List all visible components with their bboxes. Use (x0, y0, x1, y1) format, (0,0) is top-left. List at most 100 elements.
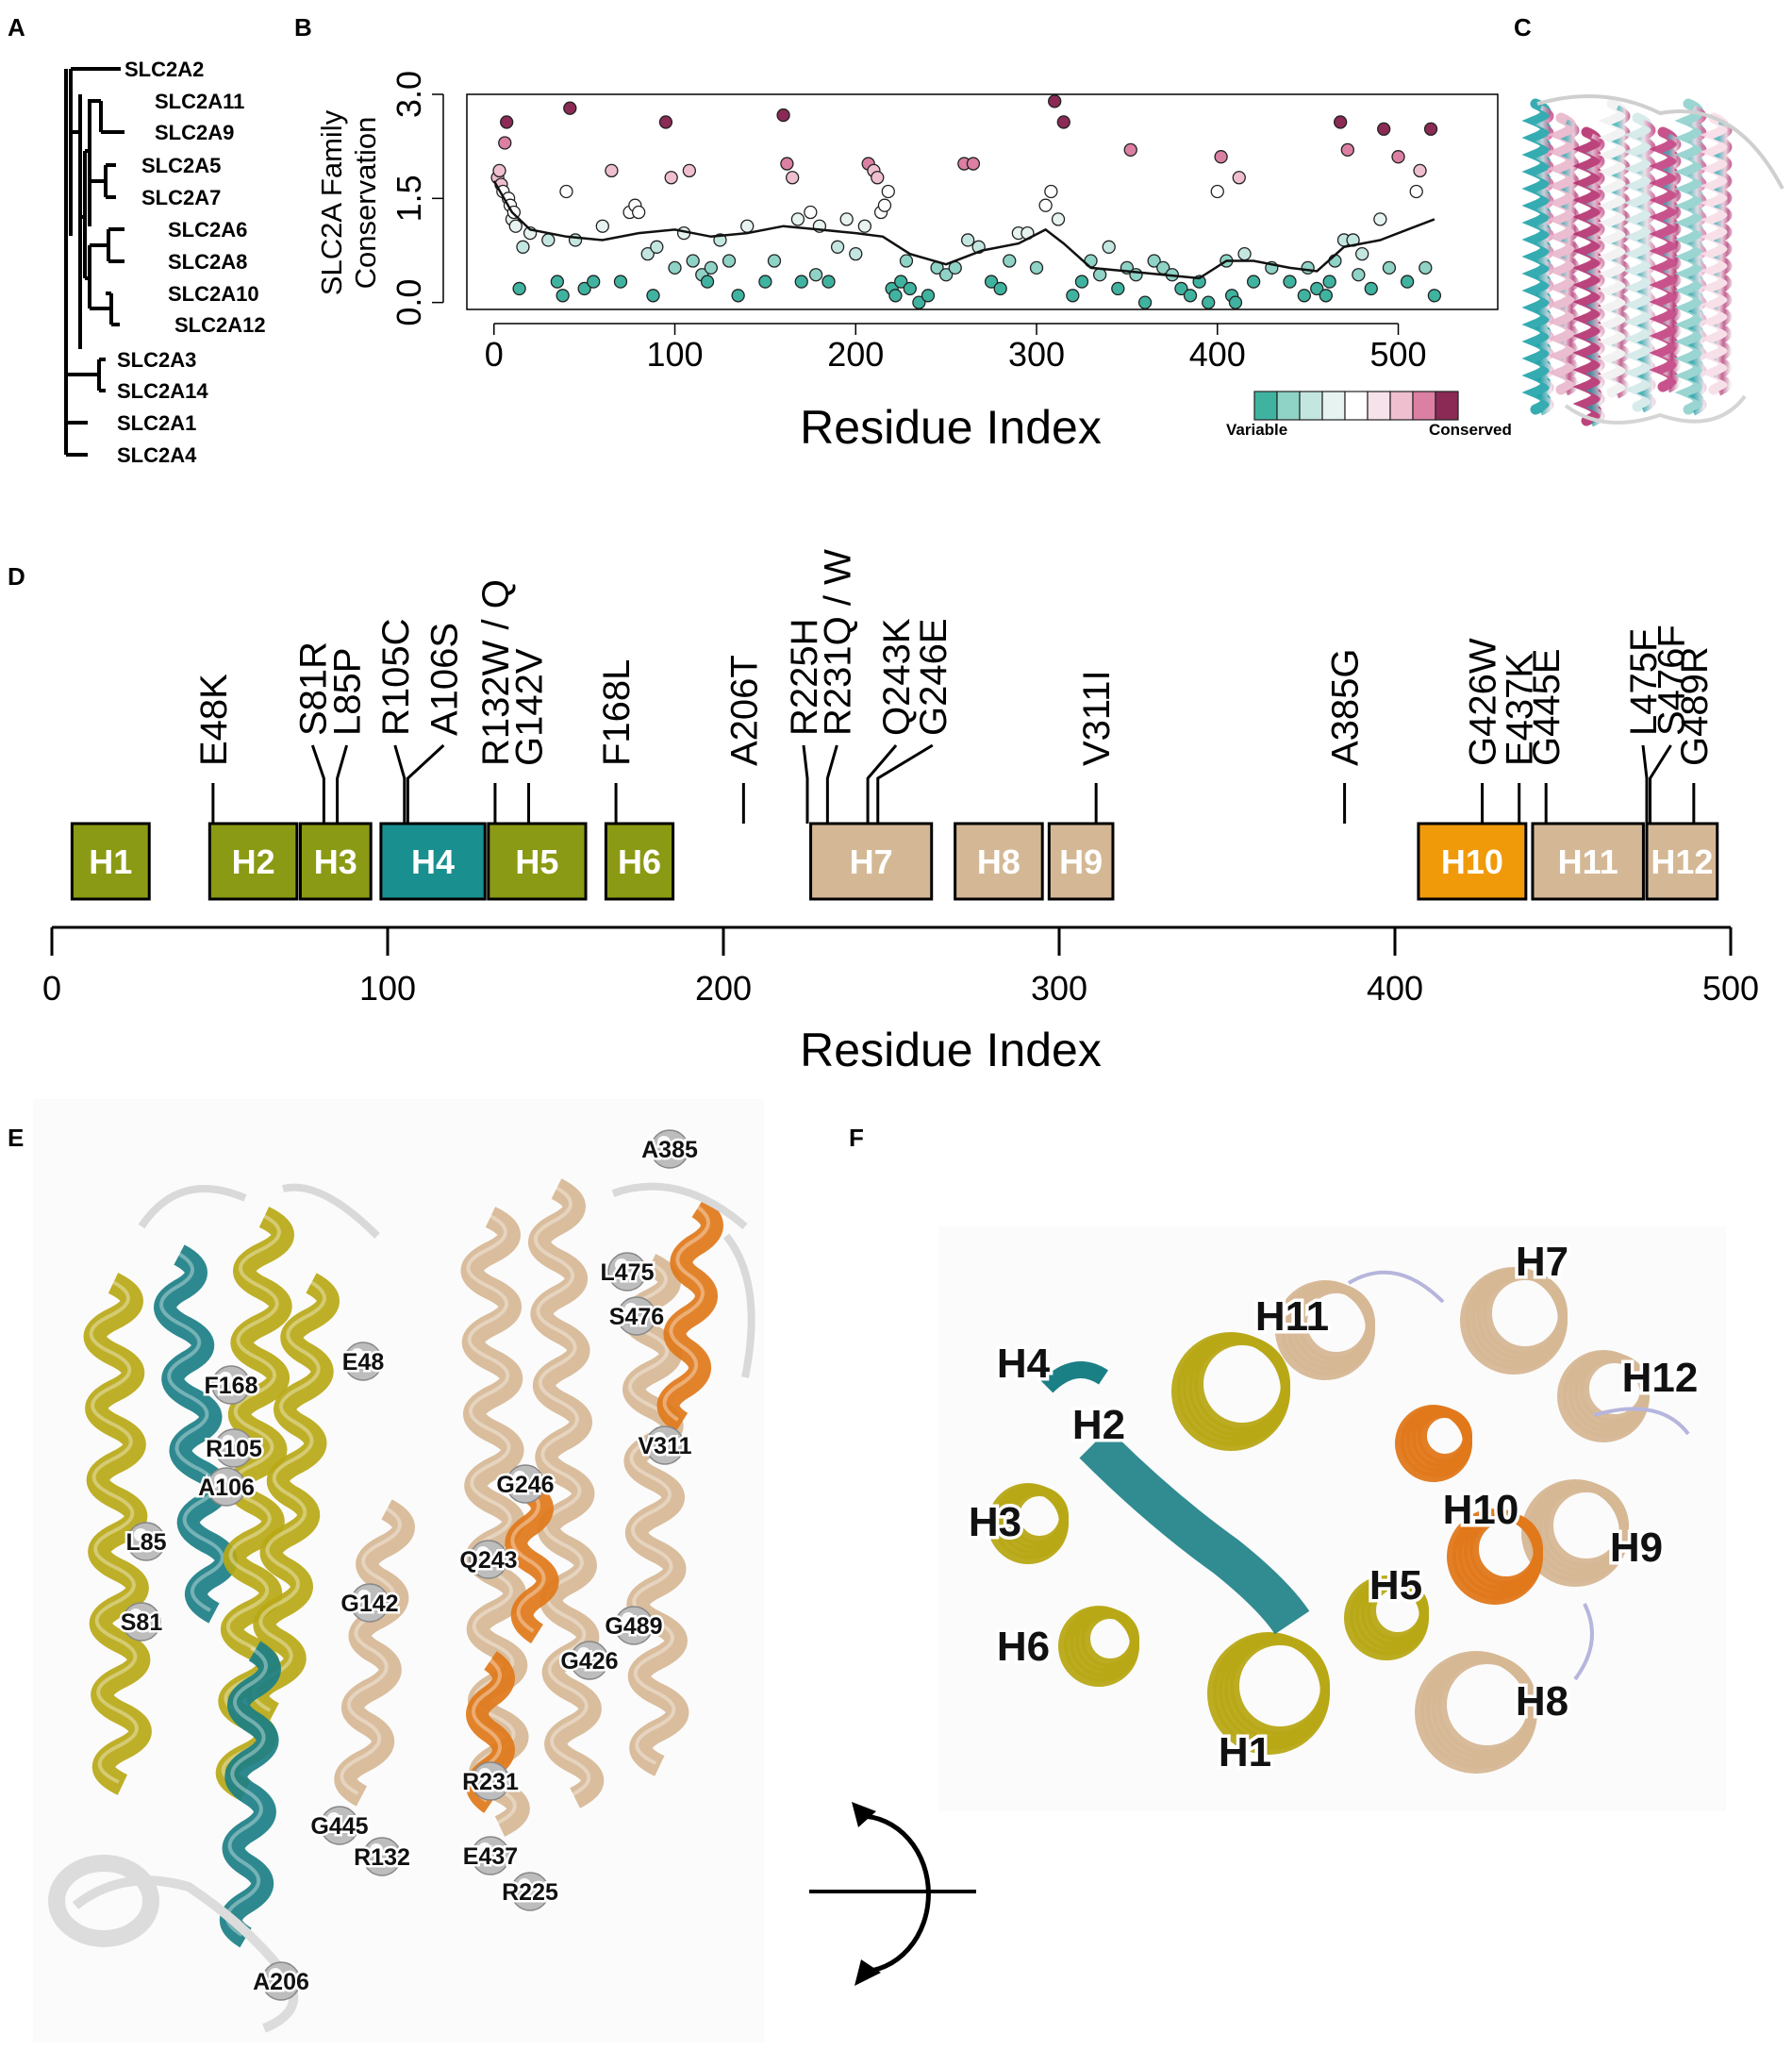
data-point (938, 268, 954, 282)
helix-box-h2 (207, 822, 299, 901)
top-view-structure: H7 H11 H4 H12 H2 H10 H3 H9 H5 H6 H8 H1 (938, 1226, 1726, 1811)
mutation-tick (1649, 744, 1672, 824)
mutation-spheres: A385 L475 S476 E48 F168 R105 A106 V311 G246 L85 Q2… (118, 1129, 700, 2001)
cartoon-helix (1521, 98, 1551, 415)
helix-box-h11 (1531, 822, 1645, 901)
data-point (776, 108, 790, 123)
side-helix-highlight (340, 1505, 402, 1795)
color-scale-cell (1276, 391, 1301, 421)
tree-leaf-slc2a2: SLC2A2 (124, 58, 204, 81)
sphere-highlight (513, 1471, 526, 1484)
sphere-highlight (622, 1612, 635, 1625)
data-point (912, 295, 926, 309)
top-view-label-h1: H1 (1219, 1729, 1271, 1775)
helix-box-h6 (604, 822, 675, 901)
data-point (1283, 275, 1297, 289)
data-point (1123, 142, 1137, 157)
data-point (1413, 163, 1427, 178)
top-helix-coil (1437, 1655, 1537, 1755)
data-point (1232, 171, 1246, 185)
mutation-label: G246E (913, 618, 954, 736)
tree-leaf-slc2a3: SLC2A3 (117, 348, 196, 372)
sphere-label-q243: Q243 (459, 1547, 517, 1574)
data-point (1355, 247, 1369, 261)
color-scale-cell (1367, 391, 1391, 421)
cartoon-helix-shade (1560, 119, 1580, 396)
x-tick-label: 400 (1189, 335, 1246, 374)
sphere-highlight (222, 1435, 235, 1448)
data-point (1129, 268, 1143, 282)
sphere-highlight (269, 1968, 282, 1981)
top-view-label-h3: H3 (969, 1499, 1021, 1545)
data-point (1352, 268, 1366, 282)
mutation-label: L85P (327, 648, 369, 736)
y-axis-title-line1: SLC2A Family (315, 109, 348, 295)
residue-axis: 0 100 200 300 400 500 (42, 925, 1759, 1008)
smoothed-trend-line (492, 180, 1435, 280)
data-point (1092, 268, 1107, 282)
sphere-highlight (577, 1647, 590, 1660)
data-point (821, 275, 836, 289)
data-point (857, 219, 872, 233)
data-point (1214, 150, 1228, 164)
data-point (1237, 247, 1252, 261)
cartoon-helices (1521, 94, 1784, 427)
data-point (605, 163, 619, 178)
helix-box-h1 (70, 822, 151, 901)
top-helix-h4-end (1040, 1361, 1108, 1393)
mutation-tick (406, 743, 445, 824)
data-point (758, 275, 772, 289)
mutation-tick (802, 744, 809, 824)
data-point (1174, 281, 1188, 296)
data-point (568, 233, 583, 247)
helix-label-h8: H8 (977, 842, 1020, 881)
cartoon-helix-shade (1611, 105, 1631, 399)
y-tick-label: 1.5 (390, 175, 428, 222)
mutation-tick (866, 744, 898, 824)
rotation-arc (859, 1813, 931, 1975)
data-point (704, 260, 719, 275)
helix-box-h10 (1417, 822, 1528, 901)
color-scale-cells (1253, 391, 1459, 421)
legend-conserved-label: Conserved (1429, 421, 1512, 439)
side-helix-highlight (534, 1184, 591, 1797)
mutation-label: L475F (1623, 629, 1665, 736)
sphere-label-r231: R231 (462, 1769, 519, 1795)
color-scale-cell (1299, 391, 1323, 421)
data-point (961, 233, 975, 247)
color-scale-cell (1344, 391, 1369, 421)
rotation-arrowhead-top (852, 1802, 876, 1827)
color-scale-cell (1435, 391, 1459, 421)
y-tick-label: 3.0 (390, 71, 428, 118)
data-point (1301, 260, 1315, 275)
side-helix-highlight (224, 1646, 268, 1937)
residue-axis-tick-label: 400 (1367, 969, 1423, 1008)
side-helix-highlight (626, 1259, 676, 1765)
sphere-label-e437: E437 (463, 1843, 518, 1870)
sphere-highlight (615, 1258, 628, 1272)
top-helix-coil (1010, 1487, 1069, 1545)
data-point (871, 171, 885, 185)
sphere-highlight (357, 1590, 371, 1603)
residue-axis-tick-label: 100 (359, 969, 416, 1008)
top-view-label-h11: H11 (1255, 1293, 1329, 1340)
side-helix (656, 1197, 723, 1433)
mutation-tick (1641, 744, 1649, 824)
data-point (587, 275, 601, 289)
top-view-label-h8: H8 (1516, 1678, 1568, 1725)
side-helix-highlight (221, 1212, 281, 1790)
mutation-ticks (211, 743, 1696, 824)
data-point (1074, 275, 1089, 289)
helix-box-h12 (1645, 822, 1719, 901)
sphere-label-g489: G489 (605, 1613, 662, 1640)
top-view-label-h10: H10 (1443, 1487, 1519, 1533)
cartoon-helix-shade (1585, 133, 1605, 427)
top-helix-coil (1580, 1354, 1650, 1424)
data-point (563, 101, 577, 115)
data-point (559, 184, 573, 199)
side-helix (246, 1273, 340, 1724)
data-point (1373, 212, 1387, 226)
tree-branches (64, 67, 124, 457)
sphere-highlight (129, 1608, 142, 1622)
